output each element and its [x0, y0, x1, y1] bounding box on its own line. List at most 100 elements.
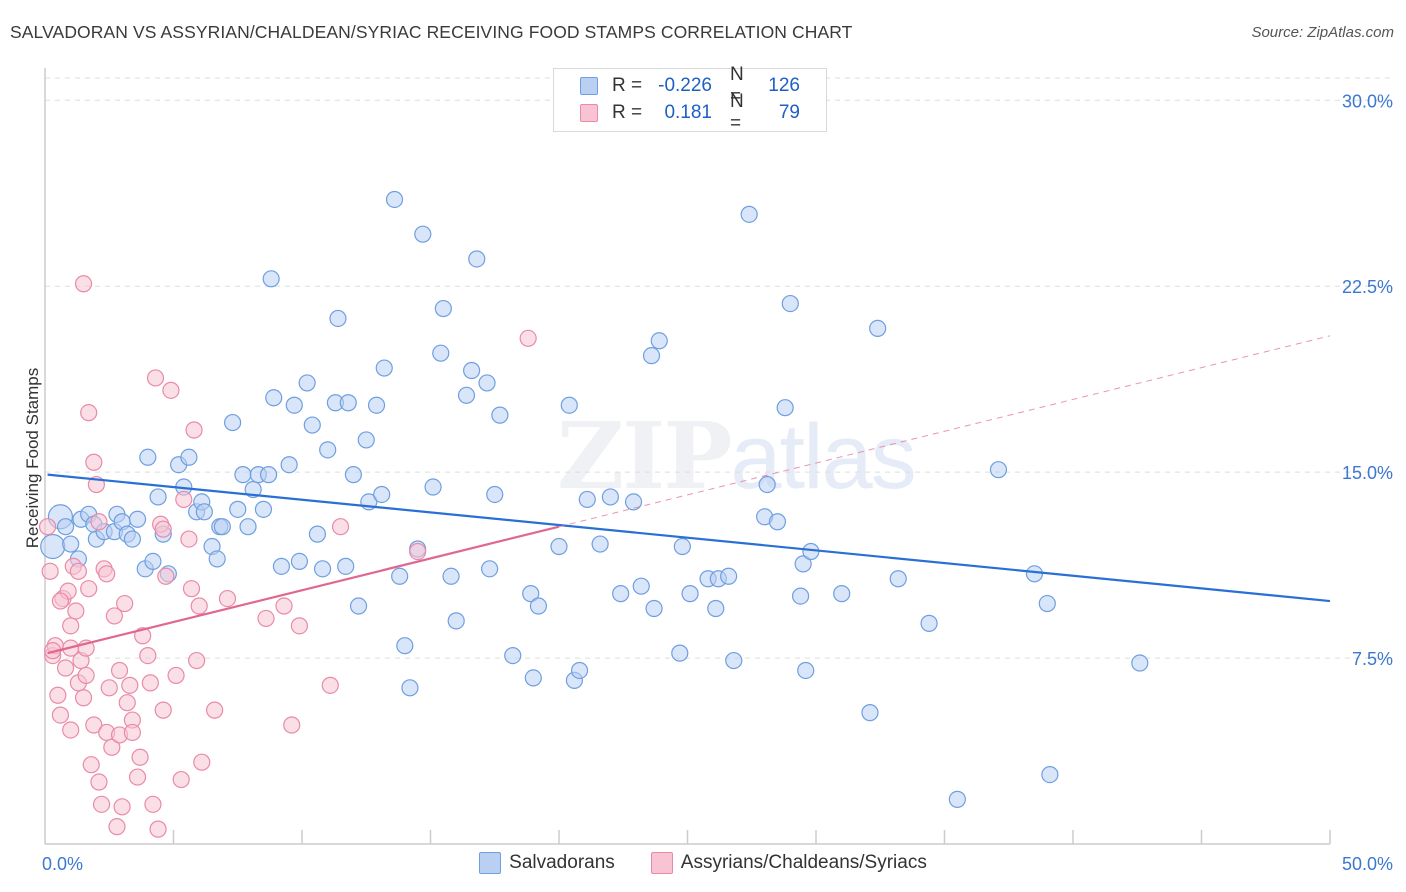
- assyrian-point: [519, 329, 537, 347]
- salvadoran-point: [642, 347, 661, 365]
- salvadoran-point: [524, 669, 542, 687]
- y-tick-label: 22.5%: [1342, 277, 1393, 297]
- salvadoran-point: [570, 661, 589, 680]
- salvadoran-point: [265, 389, 283, 407]
- legend-n-value: 126: [768, 75, 800, 96]
- legend-r-value: 0.181: [664, 102, 712, 123]
- salvadoran-point: [624, 493, 643, 511]
- salvadoran-point: [1038, 594, 1056, 613]
- salvadoran-point: [833, 585, 851, 603]
- assyrian-point: [69, 562, 88, 580]
- salvadoran-point: [920, 614, 938, 632]
- assyrian-point: [56, 659, 75, 677]
- salvadoran-point: [768, 513, 787, 531]
- assyrian-point: [144, 795, 162, 813]
- salvadoran-point: [578, 490, 596, 509]
- salvadoran-point: [591, 535, 609, 553]
- salvadoran-point: [447, 612, 465, 630]
- x-tick-label: 50.0%: [1342, 854, 1393, 874]
- assyrian-point: [257, 609, 275, 628]
- salvadoran-point: [601, 488, 620, 506]
- y-tick-label: 15.0%: [1342, 463, 1393, 483]
- assyrian-point: [116, 594, 134, 613]
- series-legend: Salvadorans Assyrians/Chaldeans/Syriacs: [0, 852, 1406, 874]
- salvadoran-point: [720, 567, 738, 585]
- assyrian-point: [62, 617, 80, 635]
- assyrian-point: [62, 721, 80, 739]
- salvadoran-point: [794, 555, 812, 573]
- salvadoran-point: [1131, 654, 1149, 672]
- salvadoran-point: [123, 530, 141, 548]
- salvadoran-point: [319, 441, 337, 459]
- salvadoran-point: [373, 485, 391, 504]
- assyrian-point: [185, 421, 203, 439]
- assyrian-point: [146, 369, 165, 387]
- legend-row-salvadorans: R = -0.226 N = 126: [554, 64, 800, 107]
- salvadoran-point: [139, 448, 157, 466]
- salvadoran-point: [280, 456, 298, 474]
- salvadoran-point: [262, 270, 280, 288]
- salvadoran-point: [385, 190, 404, 209]
- salvadoran-point: [239, 518, 257, 536]
- legend-item-assyrians[interactable]: Assyrians/Chaldeans/Syriacs: [650, 852, 927, 874]
- salvadoran-point: [681, 585, 699, 603]
- salvadoran-point: [313, 560, 332, 578]
- salvadoran-point: [424, 478, 442, 496]
- x-tick-label: 0.0%: [42, 854, 83, 874]
- assyrian-point: [90, 773, 108, 791]
- assyrian-point: [175, 490, 193, 509]
- assyrian-point: [218, 589, 237, 608]
- assyrian-point: [190, 597, 208, 615]
- salvadoran-point: [478, 374, 496, 392]
- salvadoran-point: [632, 577, 650, 595]
- legend-swatch-pink: [650, 852, 673, 874]
- salvadoran-point: [948, 790, 966, 808]
- assyrian-point: [193, 753, 211, 771]
- assyrian-point: [103, 738, 121, 756]
- salvadoran-point: [149, 488, 167, 506]
- salvadoran-point: [144, 552, 162, 570]
- salvadoran-point: [481, 560, 499, 578]
- assyrian-point: [162, 381, 180, 399]
- salvadoran-point: [491, 406, 509, 424]
- assyrian-point: [41, 562, 59, 580]
- salvadoran-point: [529, 597, 548, 615]
- salvadoran-point: [401, 679, 419, 697]
- assyrian-point: [139, 646, 157, 665]
- assyrian-trend-line: [47, 525, 560, 655]
- salvadoran-point: [224, 413, 242, 432]
- assyrian-point: [74, 275, 93, 293]
- salvadoran-point: [776, 399, 794, 417]
- assyrian-point: [92, 795, 111, 813]
- salvadoran-point: [797, 661, 815, 680]
- salvadoran-point: [272, 557, 291, 575]
- assyrian-point: [77, 666, 95, 685]
- salvadoran-point: [414, 225, 432, 243]
- salvadoran-point: [208, 550, 226, 568]
- salvadoran-point: [62, 535, 80, 553]
- assyrian-point: [90, 513, 108, 531]
- salvadoran-point: [308, 525, 327, 543]
- assyrian-point: [38, 518, 57, 536]
- assyrian-point: [283, 716, 301, 734]
- correlation-legend: R = -0.226 N = 126 R = 0.181 N = 79: [553, 64, 827, 134]
- legend-row-assyrians: R = 0.181 N = 79: [554, 91, 800, 134]
- assyrian-point: [85, 716, 103, 734]
- salvadoran-point: [989, 461, 1008, 479]
- salvadoran-point: [259, 466, 278, 484]
- salvadoran-point: [463, 361, 481, 380]
- salvadoran-point: [329, 309, 347, 328]
- salvadoran-point: [740, 205, 758, 223]
- salvadoran-point: [707, 599, 725, 618]
- legend-item-salvadorans[interactable]: Salvadorans: [479, 852, 615, 874]
- assyrian-point: [131, 748, 149, 766]
- assyrian-point: [110, 661, 129, 680]
- salvadoran-point: [1025, 565, 1044, 583]
- chart-title: SALVADORAN VS ASSYRIAN/CHALDEAN/SYRIAC R…: [10, 22, 853, 42]
- legend-label-assyrians: Assyrians/Chaldeans/Syriacs: [680, 852, 927, 873]
- assyrian-point: [149, 820, 167, 838]
- salvadoran-point: [180, 448, 198, 466]
- assyrian-point: [98, 565, 116, 583]
- salvadoran-point: [442, 567, 460, 585]
- salvadoran-point: [650, 332, 668, 350]
